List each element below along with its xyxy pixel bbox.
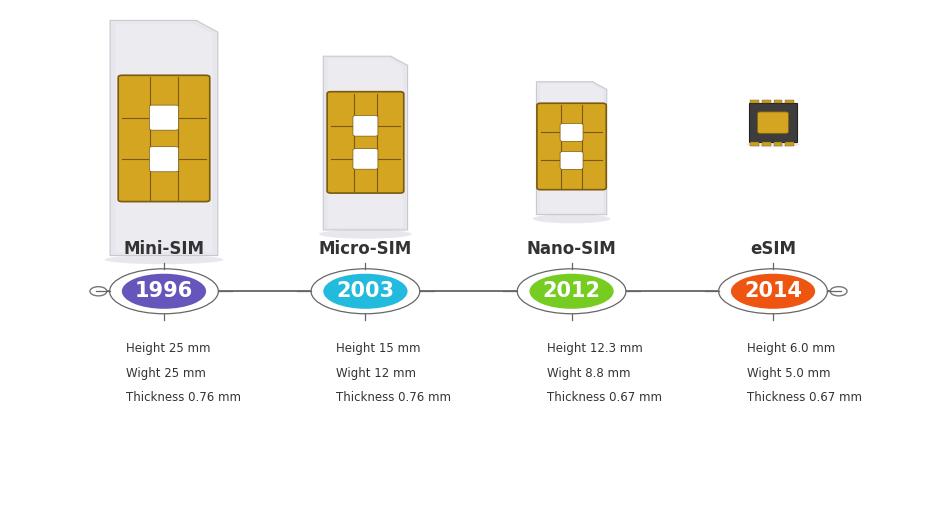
Ellipse shape bbox=[517, 269, 625, 314]
Text: Micro-SIM: Micro-SIM bbox=[318, 240, 412, 258]
Ellipse shape bbox=[311, 269, 419, 314]
Text: 1996: 1996 bbox=[135, 281, 193, 301]
Text: Wight 25 mm: Wight 25 mm bbox=[126, 367, 206, 380]
Text: Thickness 0.76 mm: Thickness 0.76 mm bbox=[335, 391, 450, 404]
Text: 2012: 2012 bbox=[542, 281, 600, 301]
Text: Height 12.3 mm: Height 12.3 mm bbox=[547, 342, 642, 355]
FancyBboxPatch shape bbox=[149, 147, 179, 172]
Ellipse shape bbox=[533, 214, 609, 223]
Ellipse shape bbox=[730, 274, 814, 309]
Polygon shape bbox=[110, 20, 217, 256]
FancyBboxPatch shape bbox=[784, 142, 793, 146]
Ellipse shape bbox=[318, 229, 412, 239]
Ellipse shape bbox=[110, 269, 218, 314]
Ellipse shape bbox=[529, 274, 613, 309]
Ellipse shape bbox=[718, 269, 826, 314]
FancyBboxPatch shape bbox=[750, 100, 758, 104]
Polygon shape bbox=[115, 24, 212, 252]
Text: Wight 5.0 mm: Wight 5.0 mm bbox=[746, 367, 829, 380]
Text: Nano-SIM: Nano-SIM bbox=[526, 240, 616, 258]
FancyBboxPatch shape bbox=[327, 91, 403, 193]
Circle shape bbox=[829, 287, 846, 296]
FancyBboxPatch shape bbox=[560, 124, 582, 142]
Ellipse shape bbox=[122, 274, 206, 309]
Polygon shape bbox=[535, 82, 606, 215]
FancyBboxPatch shape bbox=[748, 104, 797, 142]
Polygon shape bbox=[323, 56, 407, 230]
Polygon shape bbox=[539, 84, 603, 213]
Text: Wight 8.8 mm: Wight 8.8 mm bbox=[547, 367, 630, 380]
Text: 2003: 2003 bbox=[336, 281, 394, 301]
Text: Height 15 mm: Height 15 mm bbox=[335, 342, 420, 355]
Text: Wight 12 mm: Wight 12 mm bbox=[335, 367, 416, 380]
FancyBboxPatch shape bbox=[773, 100, 782, 104]
FancyBboxPatch shape bbox=[761, 100, 769, 104]
FancyBboxPatch shape bbox=[750, 142, 758, 146]
Ellipse shape bbox=[745, 141, 799, 147]
FancyBboxPatch shape bbox=[353, 115, 377, 136]
FancyBboxPatch shape bbox=[756, 112, 788, 133]
Text: Mini-SIM: Mini-SIM bbox=[124, 240, 204, 258]
Text: Thickness 0.67 mm: Thickness 0.67 mm bbox=[746, 391, 861, 404]
Text: Thickness 0.67 mm: Thickness 0.67 mm bbox=[547, 391, 661, 404]
Polygon shape bbox=[328, 58, 402, 228]
Text: eSIM: eSIM bbox=[749, 240, 796, 258]
FancyBboxPatch shape bbox=[118, 75, 210, 202]
Text: 2014: 2014 bbox=[743, 281, 801, 301]
FancyBboxPatch shape bbox=[149, 105, 179, 130]
Text: Thickness 0.76 mm: Thickness 0.76 mm bbox=[126, 391, 241, 404]
Text: Height 25 mm: Height 25 mm bbox=[126, 342, 211, 355]
FancyBboxPatch shape bbox=[536, 103, 606, 190]
FancyBboxPatch shape bbox=[773, 142, 782, 146]
Ellipse shape bbox=[323, 274, 407, 309]
Circle shape bbox=[90, 287, 107, 296]
Ellipse shape bbox=[105, 255, 223, 264]
Text: Height 6.0 mm: Height 6.0 mm bbox=[746, 342, 834, 355]
FancyBboxPatch shape bbox=[560, 152, 582, 170]
FancyBboxPatch shape bbox=[784, 100, 793, 104]
FancyBboxPatch shape bbox=[353, 149, 377, 169]
FancyBboxPatch shape bbox=[761, 142, 769, 146]
